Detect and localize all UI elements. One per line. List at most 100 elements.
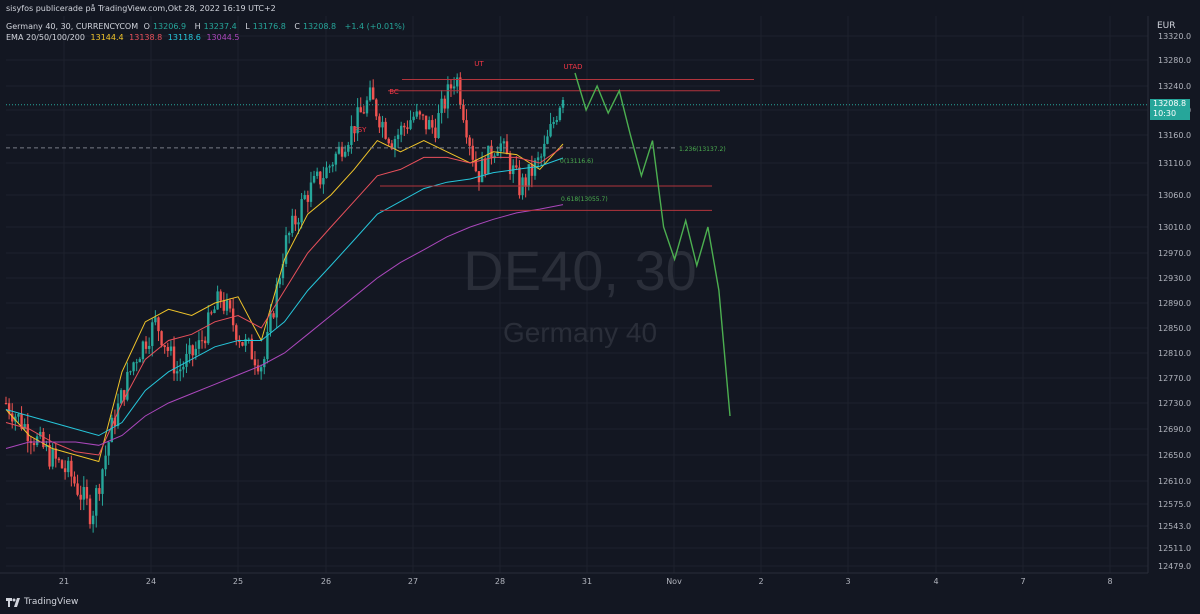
- candle-body: [440, 98, 443, 114]
- candle-body: [163, 345, 166, 348]
- price-tick-label: 12730.0: [1158, 399, 1191, 408]
- candle-body: [70, 460, 73, 477]
- projection-line: [574, 72, 731, 417]
- wyckoff-label: UTAD: [563, 63, 582, 71]
- candle-body: [107, 442, 110, 456]
- candle-body: [73, 476, 76, 484]
- candle-body: [515, 165, 518, 168]
- candle-body: [256, 365, 260, 372]
- candle-body: [123, 390, 126, 400]
- candle-body: [371, 87, 375, 100]
- time-tick-label: 21: [59, 577, 69, 586]
- candle-body: [524, 177, 527, 187]
- candle-body: [508, 154, 512, 175]
- candle-body: [312, 175, 316, 183]
- candle-body: [403, 125, 406, 128]
- ema-line: [5, 204, 564, 449]
- candle-body: [496, 151, 499, 156]
- price-tick-label: 12850.0: [1158, 324, 1191, 333]
- candle-body: [160, 331, 163, 346]
- symbol-legend[interactable]: Germany 40, 30, CURRENCYCOM O 13206.9 H 13…: [6, 22, 408, 31]
- ohlc-close: C 13208.8: [294, 22, 337, 31]
- axis-borders: [0, 16, 1149, 574]
- candle-body: [427, 120, 431, 130]
- candle-body: [253, 359, 257, 366]
- price-tick-label: 12810.0: [1158, 349, 1191, 358]
- time-tick-label: Nov: [666, 577, 682, 586]
- candle-body: [247, 338, 250, 340]
- candle-body: [32, 443, 36, 446]
- candle-body: [138, 359, 142, 363]
- candle-body: [480, 158, 484, 183]
- candle-body: [35, 436, 39, 446]
- candle-body: [222, 300, 226, 311]
- ohlc-high: H 13237.4: [194, 22, 237, 31]
- tradingview-icon: [6, 597, 20, 607]
- candle-body: [406, 127, 409, 129]
- candle-body: [393, 139, 397, 150]
- candle-body: [7, 403, 11, 414]
- time-tick-label: 31: [582, 577, 592, 586]
- candle-body: [350, 126, 353, 145]
- time-tick-label: 27: [408, 577, 418, 586]
- candle-body: [213, 309, 216, 313]
- candle-body: [300, 199, 303, 223]
- candle-body: [540, 156, 543, 158]
- candle-body: [387, 138, 390, 144]
- candle-body: [284, 235, 288, 264]
- price-tick-label: 12930.0: [1158, 274, 1191, 283]
- watermark-symbol: DE40, 30: [463, 239, 697, 302]
- time-tick-label: 25: [233, 577, 243, 586]
- candle-body: [194, 348, 198, 356]
- fib-label: 0(13116.6): [560, 158, 593, 165]
- candle-body: [169, 346, 173, 351]
- tradingview-logo[interactable]: TradingView: [6, 597, 78, 607]
- price-tick-label: 12650.0: [1158, 451, 1191, 460]
- candle-body: [468, 137, 471, 146]
- candle-body: [309, 182, 313, 202]
- fib-label: 0.618(13055.7): [561, 196, 608, 203]
- candle-body: [51, 448, 54, 467]
- candle-body: [340, 146, 344, 157]
- price-tick-label: 13110.0: [1158, 159, 1191, 168]
- candle-body: [147, 345, 151, 349]
- candle-body: [228, 300, 232, 309]
- ema200-value: 13044.5: [206, 33, 240, 42]
- candle-body: [17, 414, 20, 417]
- candle-body: [57, 458, 61, 461]
- candle-body: [191, 345, 194, 356]
- ema100-value: 13118.6: [167, 33, 201, 42]
- brand-name: TradingView: [24, 597, 79, 607]
- candle-body: [135, 362, 138, 364]
- candle-body: [104, 455, 107, 470]
- candle-body: [331, 164, 334, 167]
- candle-body: [343, 151, 347, 157]
- candle-body: [60, 460, 64, 469]
- candle-body: [437, 113, 440, 138]
- candle-body: [452, 86, 456, 89]
- currency-label[interactable]: EUR: [1157, 21, 1176, 31]
- ema-legend[interactable]: EMA 20/50/100/200 13144.4 13138.8 13118.…: [6, 33, 243, 42]
- price-tick-label: 13010.0: [1158, 223, 1191, 232]
- candle-body: [154, 317, 157, 323]
- wyckoff-label: PSY: [354, 126, 368, 134]
- candle-body: [275, 284, 278, 318]
- candle-body: [63, 468, 67, 473]
- time-axis: 21 24 25 26 27 28 31 Nov 2 3 4 7 8: [59, 577, 1113, 586]
- candle-body: [85, 487, 89, 499]
- candle-body: [225, 300, 229, 311]
- candle-body: [11, 413, 14, 422]
- candle-body: [67, 460, 70, 473]
- candle-body: [197, 340, 201, 349]
- candle-body: [151, 322, 154, 346]
- candle-body: [421, 114, 425, 116]
- candle-body: [294, 215, 297, 225]
- candle-body: [546, 136, 549, 144]
- candle-body: [39, 431, 42, 437]
- candle-body: [399, 125, 403, 135]
- candle-body: [484, 158, 487, 174]
- candle-body: [443, 98, 446, 109]
- candle-body: [235, 325, 238, 340]
- candle-body: [359, 107, 362, 113]
